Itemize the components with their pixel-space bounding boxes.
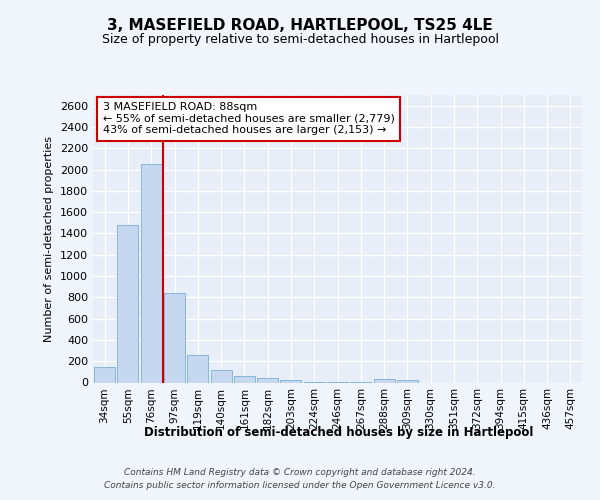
Text: 3, MASEFIELD ROAD, HARTLEPOOL, TS25 4LE: 3, MASEFIELD ROAD, HARTLEPOOL, TS25 4LE <box>107 18 493 32</box>
Text: Size of property relative to semi-detached houses in Hartlepool: Size of property relative to semi-detach… <box>101 32 499 46</box>
Text: Contains HM Land Registry data © Crown copyright and database right 2024.: Contains HM Land Registry data © Crown c… <box>124 468 476 477</box>
Bar <box>118 226 139 382</box>
Text: Distribution of semi-detached houses by size in Hartlepool: Distribution of semi-detached houses by … <box>145 426 533 439</box>
Bar <box>187 356 208 382</box>
Bar <box>374 380 395 382</box>
Bar <box>164 293 185 382</box>
Bar <box>280 380 301 382</box>
Bar <box>211 370 232 382</box>
Bar <box>141 164 161 382</box>
Bar <box>397 380 418 382</box>
Y-axis label: Number of semi-detached properties: Number of semi-detached properties <box>44 136 55 342</box>
Text: 3 MASEFIELD ROAD: 88sqm
← 55% of semi-detached houses are smaller (2,779)
43% of: 3 MASEFIELD ROAD: 88sqm ← 55% of semi-de… <box>103 102 395 136</box>
Bar <box>257 378 278 382</box>
Text: Contains public sector information licensed under the Open Government Licence v3: Contains public sector information licen… <box>104 482 496 490</box>
Bar <box>94 366 115 382</box>
Bar <box>234 376 255 382</box>
